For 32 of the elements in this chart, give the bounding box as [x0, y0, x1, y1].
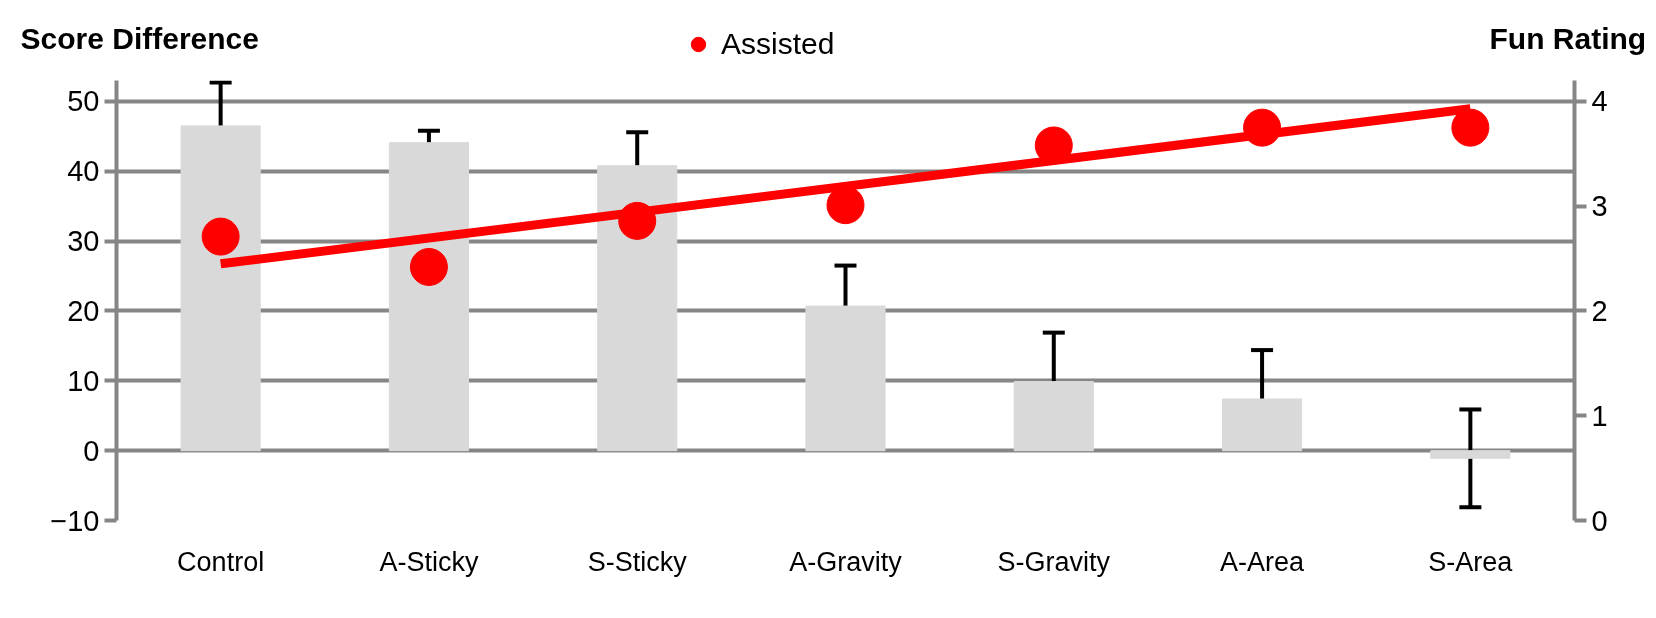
point: [201, 217, 240, 256]
bar: [180, 125, 261, 452]
x-tick-label: A-Area: [1220, 546, 1306, 577]
y-tick-label: 10: [67, 364, 100, 397]
y-axis-title: Score Difference: [20, 21, 259, 55]
x-tick-label: Control: [177, 546, 265, 577]
point: [1451, 108, 1490, 147]
bar: [1222, 398, 1303, 452]
x-tick-label: S-Sticky: [587, 546, 688, 577]
y2-tick-label: 3: [1591, 190, 1608, 223]
y2-tick-label: 1: [1591, 399, 1608, 432]
bar: [1430, 450, 1511, 459]
y2-axis-title: Fun Rating: [1489, 21, 1647, 55]
y-tick-label: 20: [67, 294, 100, 327]
legend-label: Assisted: [721, 27, 835, 61]
x-tick-label: A-Sticky: [379, 546, 479, 577]
y2-tick-label: 4: [1591, 85, 1608, 118]
point: [409, 248, 448, 286]
bar: [388, 142, 469, 452]
y-tick-label: 30: [67, 225, 100, 258]
y2-tick-label: 2: [1591, 294, 1608, 327]
y2-tick-label: 0: [1591, 504, 1608, 537]
x-tick-label: A-Gravity: [789, 546, 903, 577]
bar: [597, 165, 678, 452]
x-tick-label: S-Area: [1428, 546, 1514, 577]
bar: [805, 305, 886, 452]
bar: [1013, 381, 1094, 452]
y-tick-label: 0: [83, 434, 100, 467]
y-tick-label: 40: [67, 155, 100, 188]
y-tick-label: −10: [50, 504, 100, 537]
y-tick-label: 50: [67, 85, 100, 118]
x-tick-label: S-Gravity: [997, 546, 1111, 577]
